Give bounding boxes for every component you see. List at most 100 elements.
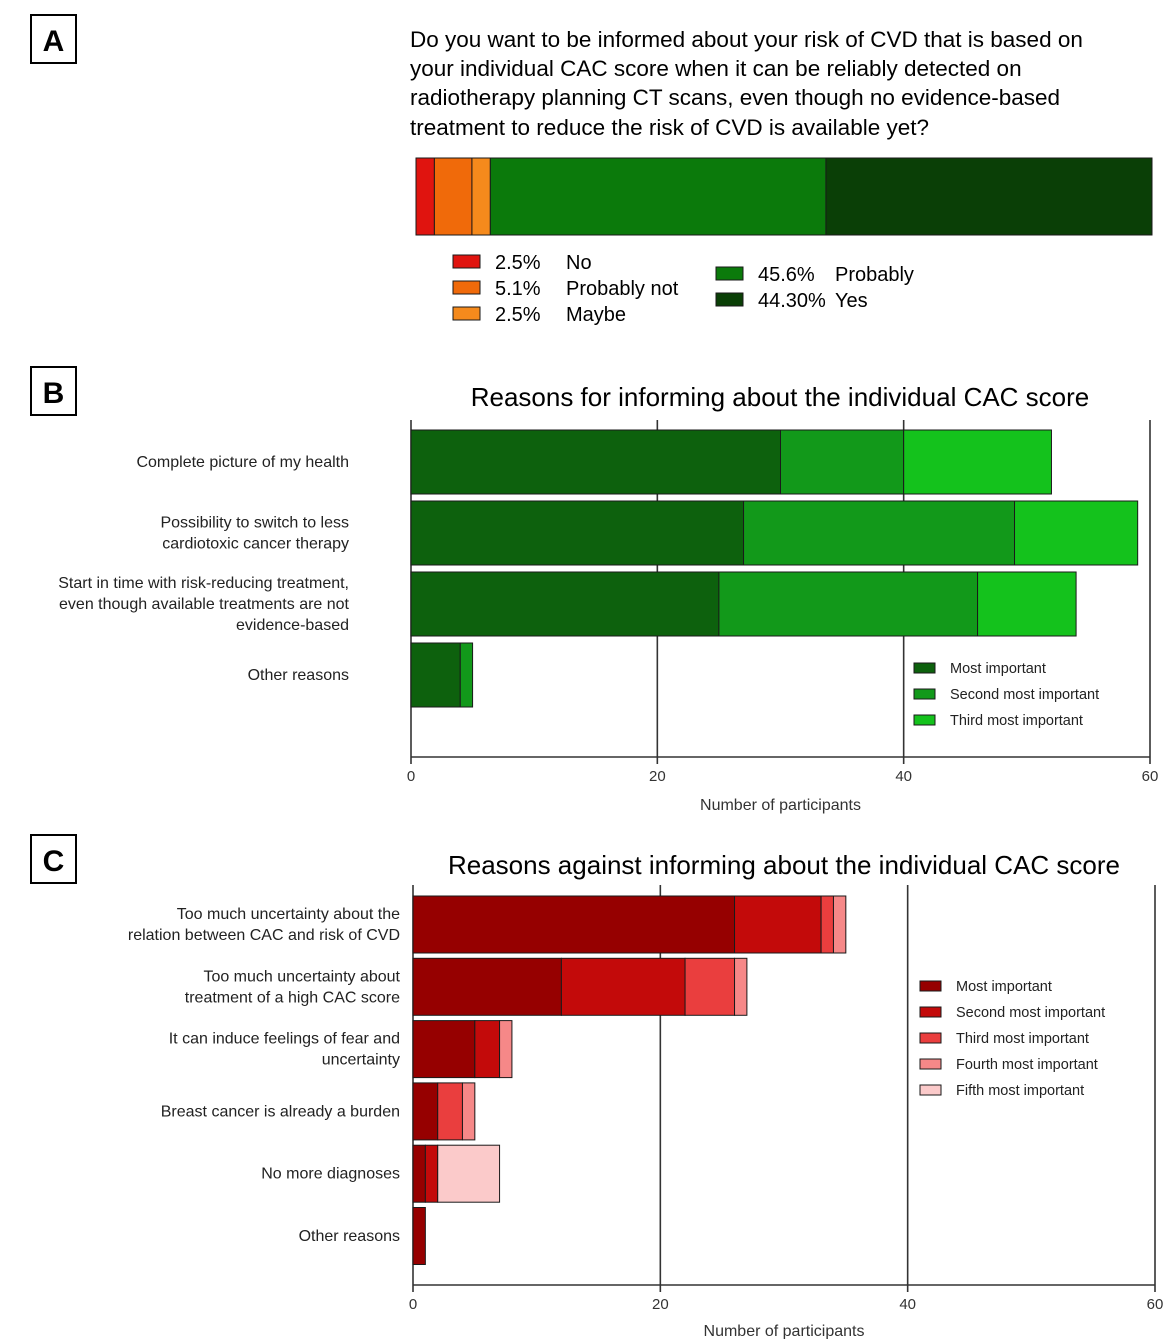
x-axis-label: Number of participants xyxy=(700,797,861,814)
category-label-row-3-line-1: Start in time with risk-reducing treatme… xyxy=(58,575,349,592)
panel-a-question-line-2: your individual CAC score when it can be… xyxy=(410,56,1022,81)
bar-fourth-most-important-row-2 xyxy=(734,957,748,1016)
panel-a-question-line-3: radiotherapy planning CT scans, even tho… xyxy=(410,85,1060,110)
category-label-row-3-line-3: evidence-based xyxy=(236,617,349,634)
segment-yes xyxy=(825,157,1153,236)
bar-second-most-important-row-2 xyxy=(743,500,1016,566)
x-tick-label-40: 40 xyxy=(895,768,912,785)
bar-most-important-row-4 xyxy=(412,1082,439,1141)
category-label-row-2-line-2: cardiotoxic cancer therapy xyxy=(162,536,349,553)
panel-a: A Do you want to be informed about your … xyxy=(30,14,1153,326)
bar-third-most-important-row-4 xyxy=(437,1082,463,1141)
panel-a-question-line-1: Do you want to be informed about your ri… xyxy=(410,27,1083,52)
x-axis-label: Number of participants xyxy=(704,1323,865,1339)
bar-most-important-row-4 xyxy=(410,642,461,708)
legend-label-fourth-most-important: Fourth most important xyxy=(956,1057,1098,1073)
category-label-row-1-line-2: relation between CAC and risk of CVD xyxy=(128,927,400,944)
legend-swatch-most-important xyxy=(919,980,942,992)
category-label-row-4-line-1: Breast cancer is already a burden xyxy=(161,1103,400,1120)
bar-third-most-important-row-2 xyxy=(684,957,736,1016)
legend-percent-no: 2.5% xyxy=(495,252,541,274)
bar-second-most-important-row-2 xyxy=(560,957,686,1016)
bar-second-most-important-row-1 xyxy=(734,895,822,954)
bar-second-most-important-row-1 xyxy=(780,429,905,495)
x-tick-label-60: 60 xyxy=(1142,768,1159,785)
legend-label-no: No xyxy=(566,252,592,274)
category-label-row-6-line-1: Other reasons xyxy=(299,1228,400,1245)
legend-label-fifth-most-important: Fifth most important xyxy=(956,1083,1084,1099)
segment-probably-not xyxy=(433,157,473,236)
panel-c: C Reasons against informing about the in… xyxy=(30,834,1164,1339)
bar-third-most-important-row-3 xyxy=(977,571,1077,637)
bar-third-most-important-row-1 xyxy=(903,429,1052,495)
chart-title: Reasons against informing about the indi… xyxy=(448,850,1120,880)
legend-swatch-probably-not xyxy=(452,280,481,295)
bar-most-important-row-2 xyxy=(410,500,745,566)
panel-b-letter-box xyxy=(30,366,77,416)
legend-label-second-most-important: Second most important xyxy=(950,687,1099,703)
legend-percent-maybe: 2.5% xyxy=(495,304,541,326)
panel-b-letter: B xyxy=(43,377,65,410)
bar-fifth-most-important-row-5 xyxy=(437,1144,501,1203)
segment-maybe xyxy=(471,157,491,236)
category-label-row-2-line-2: treatment of a high CAC score xyxy=(185,989,400,1006)
panel-a-question-line-4: treatment to reduce the risk of CVD is a… xyxy=(410,115,929,140)
legend-percent-probably-not: 5.1% xyxy=(495,278,541,300)
bar-most-important-row-1 xyxy=(410,429,781,495)
panel-a-letter-box xyxy=(30,14,77,64)
panel-a-letter: A xyxy=(43,25,65,58)
legend-percent-probably: 45.6% xyxy=(758,264,815,286)
bar-most-important-row-3 xyxy=(412,1020,476,1079)
legend-swatch-third-most-important xyxy=(919,1032,942,1044)
bar-third-most-important-row-1 xyxy=(820,895,834,954)
legend-swatch-probably xyxy=(715,266,744,281)
legend-label-most-important: Most important xyxy=(956,979,1052,995)
category-label-row-1-line-1: Complete picture of my health xyxy=(136,454,349,471)
legend-swatch-most-important xyxy=(913,662,936,674)
x-tick-label-0: 0 xyxy=(407,768,415,785)
legend-label-yes: Yes xyxy=(835,290,868,312)
segment-no xyxy=(415,157,435,236)
category-label-row-4-line-1: Other reasons xyxy=(248,667,349,684)
legend-label-maybe: Maybe xyxy=(566,304,626,326)
legend-percent-yes: 44.30% xyxy=(758,290,826,312)
bar-most-important-row-1 xyxy=(412,895,736,954)
x-tick-label-20: 20 xyxy=(649,768,666,785)
legend-label-probably-not: Probably not xyxy=(566,278,679,300)
segment-probably xyxy=(489,157,827,236)
bar-second-most-important-row-3 xyxy=(718,571,979,637)
bar-fourth-most-important-row-3 xyxy=(499,1020,513,1079)
bar-second-most-important-row-4 xyxy=(459,642,474,708)
x-tick-label-20: 20 xyxy=(652,1296,669,1313)
category-label-row-1-line-1: Too much uncertainty about the xyxy=(177,906,400,923)
category-label-row-5-line-1: No more diagnoses xyxy=(261,1166,400,1183)
category-label-row-2-line-1: Too much uncertainty about xyxy=(203,968,400,985)
legend-label-second-most-important: Second most important xyxy=(956,1005,1105,1021)
legend-label-third-most-important: Third most important xyxy=(956,1031,1089,1047)
bar-most-important-row-3 xyxy=(410,571,720,637)
legend-swatch-second-most-important xyxy=(919,1006,942,1018)
x-tick-label-60: 60 xyxy=(1147,1296,1164,1313)
bar-most-important-row-6 xyxy=(412,1207,426,1265)
legend-label-third-most-important: Third most important xyxy=(950,713,1083,729)
panel-c-letter-box xyxy=(30,834,77,884)
bar-fourth-most-important-row-4 xyxy=(461,1082,476,1141)
category-label-row-3-line-1: It can induce feelings of fear and xyxy=(169,1031,400,1048)
legend-swatch-maybe xyxy=(452,306,481,321)
bar-fourth-most-important-row-1 xyxy=(832,895,847,954)
category-label-row-3-line-2: even though available treatments are not xyxy=(59,596,350,613)
legend-swatch-third-most-important xyxy=(913,714,936,726)
chart-title: Reasons for informing about the individu… xyxy=(471,382,1090,412)
category-label-row-3-line-2: uncertainty xyxy=(322,1052,400,1069)
bar-third-most-important-row-2 xyxy=(1014,500,1139,566)
legend-label-probably: Probably xyxy=(835,264,914,286)
legend-swatch-second-most-important xyxy=(913,688,936,700)
bar-second-most-important-row-3 xyxy=(474,1020,501,1079)
bar-most-important-row-5 xyxy=(412,1144,426,1203)
legend-label-most-important: Most important xyxy=(950,661,1046,677)
category-label-row-2-line-1: Possibility to switch to less xyxy=(160,515,349,532)
legend-swatch-no xyxy=(452,254,481,269)
legend-swatch-fifth-most-important xyxy=(919,1084,942,1096)
x-tick-label-0: 0 xyxy=(409,1296,417,1313)
